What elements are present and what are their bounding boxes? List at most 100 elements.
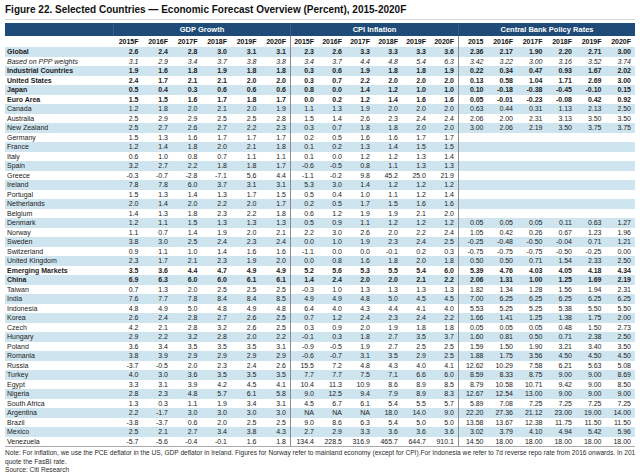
value-cell: 4.0: [318, 304, 346, 314]
value-cell: 2.5: [113, 427, 143, 437]
value-cell: -0.23: [517, 95, 547, 105]
value-cell: 3.0: [318, 228, 346, 238]
value-cell: 0.13: [458, 76, 488, 86]
value-cell: 2.69: [576, 76, 606, 86]
value-cell: 1.3: [202, 190, 232, 200]
value-cell: 2.8: [261, 114, 291, 124]
value-cell: 2.5: [261, 323, 291, 333]
value-cell: 2.5: [172, 237, 202, 247]
value-cell: 1.3: [143, 190, 173, 200]
table-row: Turkey4.03.03.63.53.53.57.77.77.57.16.66…: [5, 370, 635, 380]
value-cell: 1.5: [290, 114, 318, 124]
country-label: Industrial Countries: [5, 66, 113, 76]
value-cell: 1.3: [261, 218, 291, 228]
value-cell: 1.00: [517, 275, 547, 285]
value-cell: 6.9: [113, 275, 143, 285]
value-cell: [488, 171, 518, 181]
value-cell: 1.0: [318, 285, 346, 295]
value-cell: 7.8: [172, 294, 202, 304]
value-cell: 2.38: [576, 332, 606, 342]
value-cell: 1.5: [143, 95, 173, 105]
value-cell: 4.8: [113, 304, 143, 314]
year-header: 2020F: [430, 36, 458, 47]
value-cell: 7.7: [318, 370, 346, 380]
value-cell: 4.8: [346, 294, 374, 304]
country-label: Emerging Markets: [5, 266, 113, 276]
value-cell: 1.7: [430, 133, 458, 143]
value-cell: 3.5: [374, 351, 402, 361]
value-cell: 7.6: [113, 294, 143, 304]
value-cell: [517, 180, 547, 190]
value-cell: [576, 199, 606, 209]
table-row: France1.21.41.82.02.11.80.10.21.31.41.51…: [5, 142, 635, 152]
value-cell: 2.5: [430, 342, 458, 352]
value-cell: 4.9: [290, 294, 318, 304]
value-cell: 3.00: [517, 57, 547, 67]
value-cell: -0.9: [290, 342, 318, 352]
value-cell: 1.05: [458, 228, 488, 238]
value-cell: 2.5: [430, 237, 458, 247]
value-cell: [606, 133, 636, 143]
value-cell: 3.9: [172, 380, 202, 390]
value-cell: 1.56: [547, 285, 577, 295]
value-cell: 2.0: [346, 275, 374, 285]
value-cell: 0.9: [318, 218, 346, 228]
value-cell: 5.38: [547, 304, 577, 314]
value-cell: 0.0: [290, 237, 318, 247]
table-row: Russia-3.7-0.52.02.32.42.615.57.24.84.34…: [5, 361, 635, 371]
value-cell: 2.06: [488, 123, 518, 133]
value-cell: 0.1: [290, 142, 318, 152]
value-cell: 4.4: [374, 304, 402, 314]
value-cell: 2.3: [202, 256, 232, 266]
value-cell: 1.8: [231, 66, 261, 76]
value-cell: 2.0: [430, 76, 458, 86]
value-cell: 3.3: [346, 47, 374, 57]
country-label: Greece: [5, 171, 113, 181]
value-cell: -7.1: [202, 171, 232, 181]
value-cell: 0.67: [547, 228, 577, 238]
value-cell: 0.3: [318, 332, 346, 342]
value-cell: 1.28: [517, 285, 547, 295]
value-cell: 0.2: [290, 133, 318, 143]
value-cell: 4.94: [547, 427, 577, 437]
value-cell: 2.50: [606, 332, 636, 342]
value-cell: 2.5: [231, 114, 261, 124]
value-cell: 8.59: [458, 370, 488, 380]
value-cell: 1.60: [458, 332, 488, 342]
table-row: Based on PPP weights3.12.93.43.73.83.83.…: [5, 57, 635, 67]
table-row: Taiwan0.71.32.02.52.52.5-0.31.01.31.31.3…: [5, 285, 635, 295]
value-cell: 7.25: [576, 399, 606, 409]
value-cell: 1.7: [143, 76, 173, 86]
value-cell: 1.5: [261, 190, 291, 200]
country-label: Turkey: [5, 370, 113, 380]
value-cell: 2.5: [202, 285, 232, 295]
table-row: Korea2.62.42.82.72.62.50.71.22.42.32.42.…: [5, 313, 635, 323]
value-cell: 11.75: [547, 418, 577, 428]
value-cell: 2.6: [346, 114, 374, 124]
value-cell: 7.1: [374, 370, 402, 380]
value-cell: 2.2: [261, 332, 291, 342]
value-cell: NA: [346, 408, 374, 418]
value-cell: 4.05: [547, 266, 577, 276]
value-cell: [517, 190, 547, 200]
value-cell: 4.5: [290, 399, 318, 409]
value-cell: 2.0: [231, 228, 261, 238]
value-cell: 0.0: [290, 95, 318, 105]
value-cell: 2.4: [231, 361, 261, 371]
value-cell: 2.31: [606, 285, 636, 295]
value-cell: 1.8: [346, 123, 374, 133]
value-cell: 0.26: [517, 228, 547, 238]
value-cell: [517, 199, 547, 209]
value-cell: 1.8: [231, 95, 261, 105]
value-cell: 2.1: [143, 323, 173, 333]
value-cell: 2.1: [202, 104, 232, 114]
value-cell: 6.25: [576, 294, 606, 304]
value-cell: 9.0: [290, 389, 318, 399]
year-header: 2015: [458, 36, 488, 47]
value-cell: 45.2: [374, 171, 402, 181]
value-cell: 18.00: [606, 437, 636, 447]
value-cell: 2.6: [318, 47, 346, 57]
value-cell: 0.5: [318, 199, 346, 209]
value-cell: 3.16: [547, 57, 577, 67]
value-cell: 0.3: [143, 399, 173, 409]
